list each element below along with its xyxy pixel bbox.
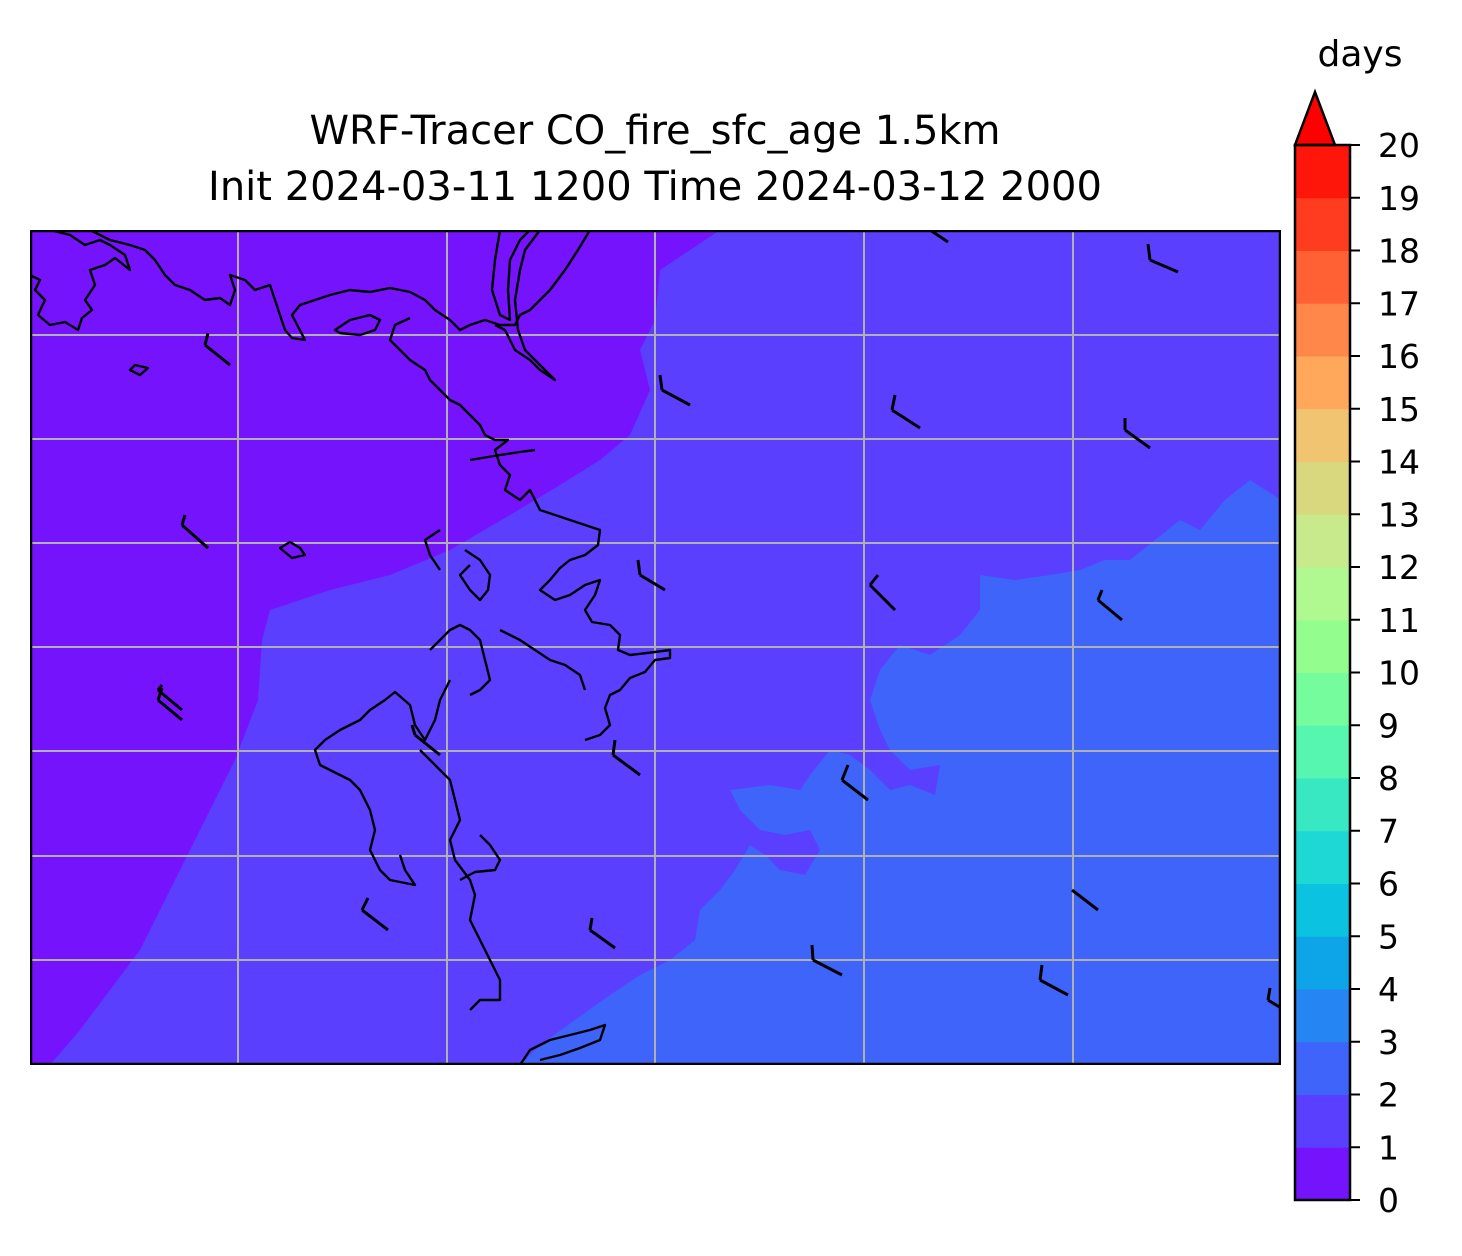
- colorbar-segment: [1295, 830, 1350, 884]
- colorbar-tick-label: 8: [1378, 759, 1399, 798]
- colorbar-extend-arrow: [1293, 88, 1337, 147]
- colorbar-segment: [1295, 461, 1350, 515]
- colorbar-segment: [1295, 567, 1350, 621]
- colorbar-tick-label: 11: [1378, 601, 1420, 640]
- colorbar-segment: [1295, 303, 1350, 357]
- colorbar-tick-label: 0: [1378, 1181, 1399, 1220]
- map-border: [30, 230, 1281, 1065]
- colorbar-tick-label: 20: [1378, 126, 1420, 165]
- colorbar-segment: [1295, 989, 1350, 1043]
- colorbar-segment: [1295, 1147, 1350, 1201]
- colorbar-tick-label: 18: [1378, 232, 1420, 271]
- colorbar-tick-label: 2: [1378, 1076, 1399, 1115]
- colorbar-segment: [1295, 936, 1350, 990]
- colorbar-segment: [1295, 619, 1350, 673]
- colorbar-segment: [1295, 250, 1350, 304]
- colorbar-segment: [1295, 197, 1350, 251]
- colorbar-segment: [1295, 1094, 1350, 1148]
- colorbar-tick-label: 10: [1378, 654, 1420, 693]
- colorbar-unit-label: days: [1318, 34, 1403, 75]
- colorbar-segment: [1295, 725, 1350, 779]
- colorbar-tick-label: 12: [1378, 548, 1420, 587]
- colorbar-tick-label: 5: [1378, 917, 1399, 956]
- colorbar-tick-label: 7: [1378, 812, 1399, 851]
- colorbar-tick-label: 1: [1378, 1128, 1399, 1167]
- colorbar-tick-label: 14: [1378, 443, 1420, 482]
- colorbar-segment: [1295, 356, 1350, 410]
- plot-title-line2: Init 2024-03-11 1200 Time 2024-03-12 200…: [208, 164, 1102, 210]
- wind-barbs: [156, 230, 1281, 1010]
- colorbar-segment: [1295, 778, 1350, 832]
- colorbar-segment: [1295, 1041, 1350, 1095]
- colorbar-tick-label: 13: [1378, 495, 1420, 534]
- colorbar-tick-label: 4: [1378, 970, 1399, 1009]
- colorbar-tick-label: 3: [1378, 1023, 1399, 1062]
- colorbar-tick-label: 16: [1378, 337, 1420, 376]
- plot-title-line1: WRF-Tracer CO_fire_sfc_age 1.5km: [309, 108, 1001, 154]
- colorbar-tick-label: 6: [1378, 865, 1399, 904]
- colorbar-segment: [1295, 514, 1350, 568]
- colorbar-tick-label: 19: [1378, 179, 1420, 218]
- colorbar-tick-label: 17: [1378, 284, 1420, 323]
- colorbar-segment: [1295, 408, 1350, 462]
- map-gridlines: [30, 230, 1281, 1065]
- field-region-2-3: [520, 480, 1281, 1065]
- map-panel: [30, 230, 1281, 1065]
- colorbar-segment: [1295, 883, 1350, 937]
- colorbar-segment: [1295, 145, 1350, 199]
- coastline: [30, 230, 672, 1065]
- colorbar-tick-label: 15: [1378, 390, 1420, 429]
- colorbar-tick-label: 9: [1378, 706, 1399, 745]
- colorbar-segment: [1295, 672, 1350, 726]
